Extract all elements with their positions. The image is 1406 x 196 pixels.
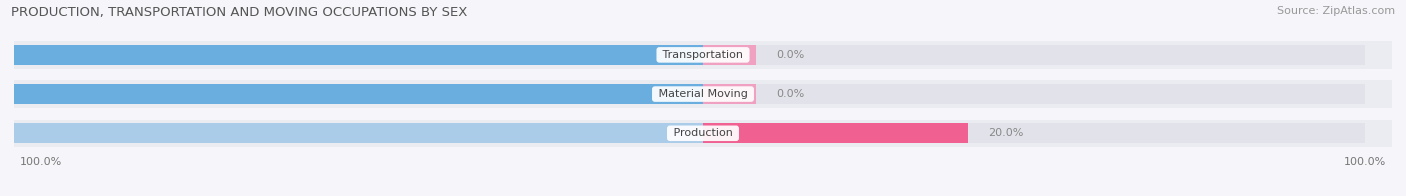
Bar <box>703 45 756 65</box>
Bar <box>41 45 1365 65</box>
Bar <box>703 84 756 104</box>
Text: Material Moving: Material Moving <box>655 89 751 99</box>
Text: 0.0%: 0.0% <box>776 50 804 60</box>
Text: PRODUCTION, TRANSPORTATION AND MOVING OCCUPATIONS BY SEX: PRODUCTION, TRANSPORTATION AND MOVING OC… <box>11 6 468 19</box>
Text: Source: ZipAtlas.com: Source: ZipAtlas.com <box>1277 6 1395 16</box>
Bar <box>14 41 1392 69</box>
Bar <box>0 123 703 143</box>
Bar <box>41 123 1365 143</box>
Bar <box>41 84 1365 104</box>
Bar <box>14 120 1392 147</box>
Text: 0.0%: 0.0% <box>776 89 804 99</box>
Text: Transportation: Transportation <box>659 50 747 60</box>
Bar <box>0 84 703 104</box>
Bar <box>14 80 1392 108</box>
Bar <box>703 123 967 143</box>
Text: 20.0%: 20.0% <box>988 128 1024 138</box>
Bar <box>0 45 703 65</box>
Text: Production: Production <box>669 128 737 138</box>
